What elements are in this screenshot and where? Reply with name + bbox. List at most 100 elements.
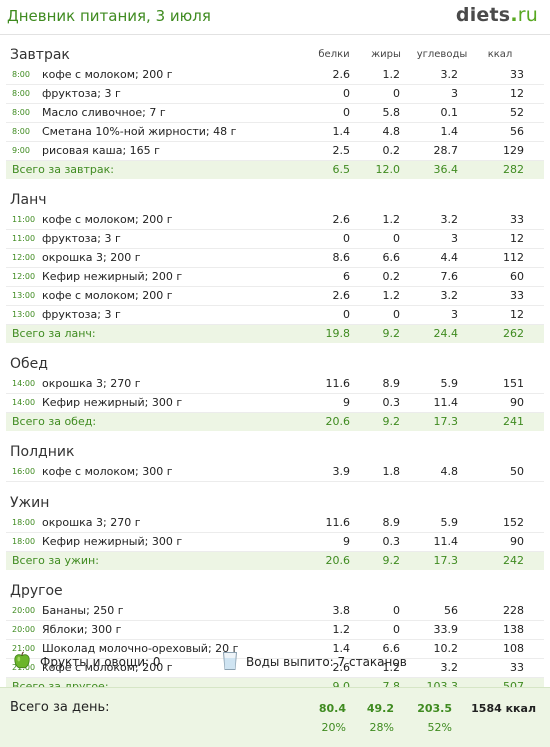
day-fat-percent: 28% [369,721,394,734]
water-drunk-count: Воды выпито: 7 стаканов [246,655,407,669]
food-row[interactable]: 20:00 Бананы; 250 г 3.8 0 56 228 [6,602,544,621]
food-time: 14:00 [12,398,36,407]
food-name[interactable]: Шоколад молочно-ореховый; 20 г [42,642,239,655]
diets-logo[interactable]: diets.ru [456,4,538,26]
food-kcal: 151 [503,377,524,390]
day-carbs-percent: 52% [427,721,452,734]
meal-total-fat: 9.2 [382,415,401,428]
meal-total-label: Всего за обед: [12,415,97,428]
meal-total-carbs: 24.4 [433,327,459,340]
food-kcal: 33 [510,661,524,674]
food-row[interactable]: 8:00 Масло сливочное; 7 г 0 5.8 0.1 52 [6,104,544,123]
food-row[interactable]: 9:00 рисовая каша; 165 г 2.5 0.2 28.7 129 [6,142,544,161]
food-carbs: 10.2 [433,642,459,655]
food-name[interactable]: окрошка 3; 270 г [42,516,141,529]
food-time: 21:00 [12,644,36,653]
meal-total-fat: 9.2 [382,327,401,340]
meal-title: Ужин [10,495,50,511]
food-row[interactable]: 8:00 Сметана 10%-ной жирности; 48 г 1.4 4.8… [6,123,544,142]
food-name[interactable]: кофе с молоком; 300 г [42,465,173,478]
meal-total-protein: 6.5 [332,163,351,176]
meal-gap [0,343,550,353]
food-kcal: 129 [503,144,524,157]
green-apple-icon [14,651,30,669]
food-name[interactable]: Масло сливочное; 7 г [42,106,166,119]
food-protein: 6 [343,270,350,283]
food-carbs: 3 [451,308,458,321]
food-name[interactable]: рисовая каша; 165 г [42,144,160,157]
food-row[interactable]: 11:00 фруктоза; 3 г 0 0 3 12 [6,230,544,249]
food-name[interactable]: кофе с молоком; 200 г [42,68,173,81]
day-total-kcal: 1584 ккал [471,702,536,715]
food-kcal: 12 [510,87,524,100]
food-kcal: 108 [503,642,524,655]
food-carbs: 56 [444,604,458,617]
food-time: 8:00 [12,89,30,98]
food-name[interactable]: кофе с молоком; 200 г [42,289,173,302]
food-kcal: 112 [503,251,524,264]
meal-total-fat: 12.0 [375,163,401,176]
food-name[interactable]: Яблоки; 300 г [42,623,122,636]
food-time: 20:00 [12,625,36,634]
food-row[interactable]: 8:00 фруктоза; 3 г 0 0 3 12 [6,85,544,104]
meal-total-row: Всего за ланч: 19.8 9.2 24.4 262 [6,325,544,343]
food-fat: 6.6 [382,251,401,264]
meal-gap [0,482,550,492]
food-name[interactable]: Сметана 10%-ной жирности; 48 г [42,125,237,138]
food-row[interactable]: 21:00 Шоколад молочно-ореховый; 20 г 1.4 6.… [6,640,544,659]
food-time: 18:00 [12,518,36,527]
food-time: 8:00 [12,70,30,79]
food-name[interactable]: кофе с молоком; 200 г [42,661,173,674]
food-row[interactable]: 8:00 кофе с молоком; 200 г 2.6 1.2 3.2 33 [6,66,544,85]
food-name[interactable]: фруктоза; 3 г [42,308,121,321]
page-title: Дневник питания, 3 июля [7,7,211,25]
food-row[interactable]: 11:00 кофе с молоком; 200 г 2.6 1.2 3.2 33 [6,211,544,230]
meal-total-protein: 20.6 [325,554,351,567]
food-kcal: 138 [503,623,524,636]
food-row[interactable]: 12:00 Кефир нежирный; 200 г 6 0.2 7.6 60 [6,268,544,287]
food-row[interactable]: 13:00 фруктоза; 3 г 0 0 3 12 [6,306,544,325]
food-carbs: 3.2 [440,213,459,226]
food-name[interactable]: Кефир нежирный; 300 г [42,396,183,409]
food-fat: 0 [393,87,400,100]
food-name[interactable]: фруктоза; 3 г [42,87,121,100]
food-protein: 1.2 [332,623,351,636]
food-name[interactable]: окрошка 3; 200 г [42,251,141,264]
food-time: 13:00 [12,291,36,300]
fruits-vegetables-count: Фрукты и овощи: 0 [40,655,161,669]
food-kcal: 52 [510,106,524,119]
food-row[interactable]: 14:00 Кефир нежирный; 300 г 9 0.3 11.4 90 [6,394,544,413]
meal-total-row: Всего за ужин: 20.6 9.2 17.3 242 [6,552,544,570]
meal-title: Другое [10,583,63,599]
food-time: 12:00 [12,272,36,281]
food-carbs: 0.1 [440,106,459,119]
meal-total-kcal: 262 [503,327,524,340]
food-name[interactable]: Кефир нежирный; 200 г [42,270,183,283]
meal-total-carbs: 17.3 [433,554,459,567]
food-row[interactable]: 16:00 кофе с молоком; 300 г 3.9 1.8 4.8 50 [6,463,544,482]
food-time: 16:00 [12,467,36,476]
food-protein: 0 [343,106,350,119]
food-carbs: 3.2 [440,289,459,302]
food-kcal: 12 [510,308,524,321]
food-name[interactable]: фруктоза; 3 г [42,232,121,245]
food-row[interactable]: 13:00 кофе с молоком; 200 г 2.6 1.2 3.2 33 [6,287,544,306]
food-row[interactable]: 18:00 Кефир нежирный; 300 г 9 0.3 11.4 90 [6,533,544,552]
food-kcal: 152 [503,516,524,529]
column-header-carbs: углеводы [416,49,468,60]
food-row[interactable]: 20:00 Яблоки; 300 г 1.2 0 33.9 138 [6,621,544,640]
food-fat: 1.2 [382,661,401,674]
food-time: 13:00 [12,310,36,319]
food-name[interactable]: кофе с молоком; 200 г [42,213,173,226]
food-name[interactable]: Бананы; 250 г [42,604,124,617]
food-time: 8:00 [12,108,30,117]
food-row[interactable]: 18:00 окрошка 3; 270 г 11.6 8.9 5.9 152 [6,514,544,533]
food-name[interactable]: окрошка 3; 270 г [42,377,141,390]
food-row[interactable]: 12:00 окрошка 3; 200 г 8.6 6.6 4.4 112 [6,249,544,268]
food-fat: 5.8 [382,106,401,119]
food-fat: 8.9 [382,516,401,529]
food-row[interactable]: 14:00 окрошка 3; 270 г 11.6 8.9 5.9 151 [6,375,544,394]
food-name[interactable]: Кефир нежирный; 300 г [42,535,183,548]
food-carbs: 33.9 [433,623,459,636]
